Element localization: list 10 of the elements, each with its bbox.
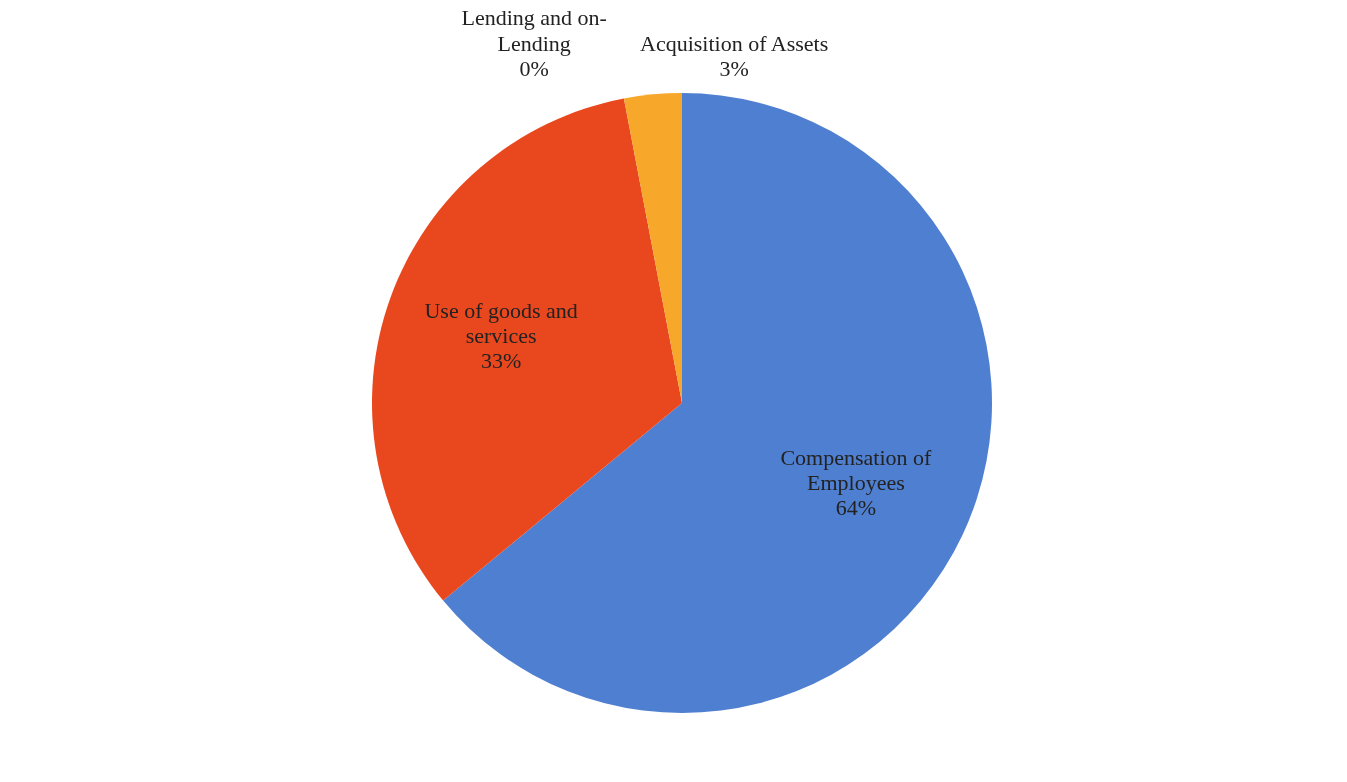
slice-label: Acquisition of Assets [640, 30, 829, 56]
data-label: 3% [719, 56, 749, 82]
pie-slice [623, 93, 682, 403]
slice-label: Use of goods and services [424, 297, 578, 348]
category-label: Lending and on-Lending [461, 5, 607, 56]
data-label: 64% [835, 495, 877, 521]
pie-slice [372, 98, 682, 601]
slice-label: Compensation of Employees [780, 444, 933, 495]
data-label: 33% [481, 348, 522, 374]
text: 0% [519, 56, 549, 82]
